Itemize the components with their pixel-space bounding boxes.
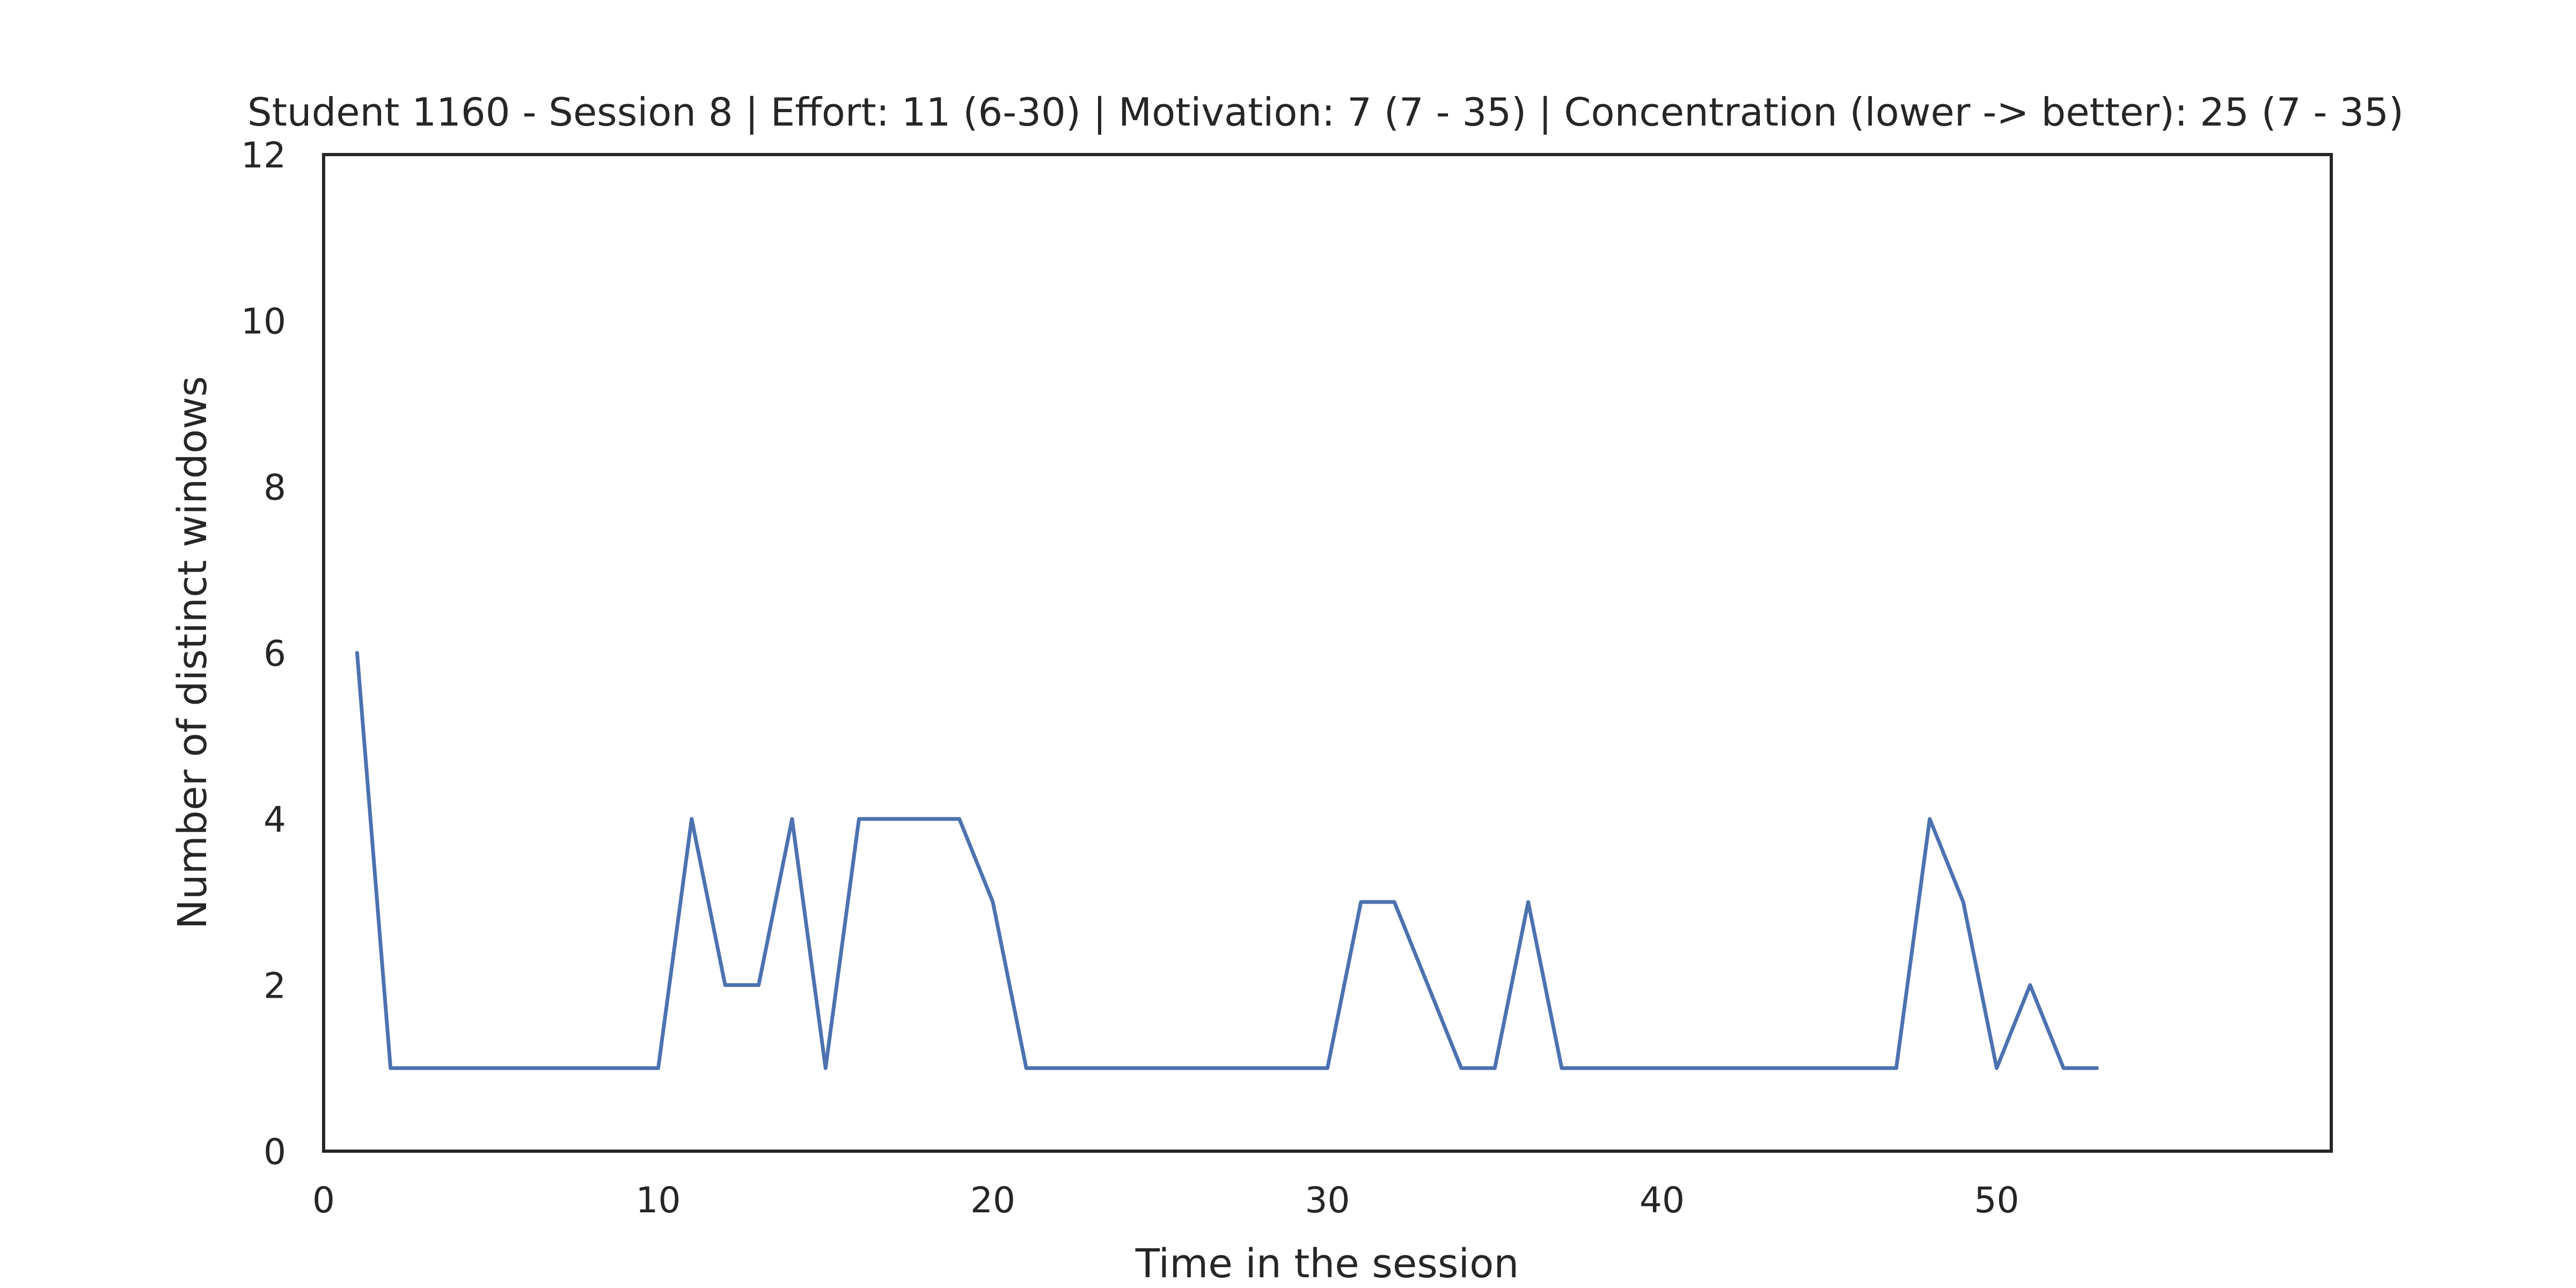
y-tick-label: 8 [264,467,286,508]
y-tick-label: 0 [264,1131,286,1173]
plot-frame [322,153,2333,1153]
y-tick-label: 6 [264,633,286,675]
x-tick-label: 30 [1305,1180,1350,1221]
x-tick-label: 50 [1974,1180,2019,1221]
y-tick-label: 12 [241,135,286,176]
x-tick-label: 40 [1640,1180,1685,1221]
series-line-0 [355,651,2099,1070]
x-axis-label: Time in the session [1135,1241,1519,1287]
x-tick-label: 20 [970,1180,1015,1221]
chart-title: Student 1160 - Session 8 | Effort: 11 (6… [247,90,2404,135]
x-tick-labels: 0 10 20 30 40 50 [312,1180,2019,1221]
y-tick-labels: 0 2 4 6 8 10 12 [241,135,286,1173]
y-tick-label: 2 [264,965,286,1007]
x-tick-label: 10 [636,1180,681,1221]
x-tick-label: 0 [312,1180,335,1221]
series-layer [355,651,2099,1070]
y-tick-label: 4 [264,799,286,840]
y-axis-label: Number of distinct windows [170,376,216,930]
y-tick-label: 10 [241,301,286,342]
